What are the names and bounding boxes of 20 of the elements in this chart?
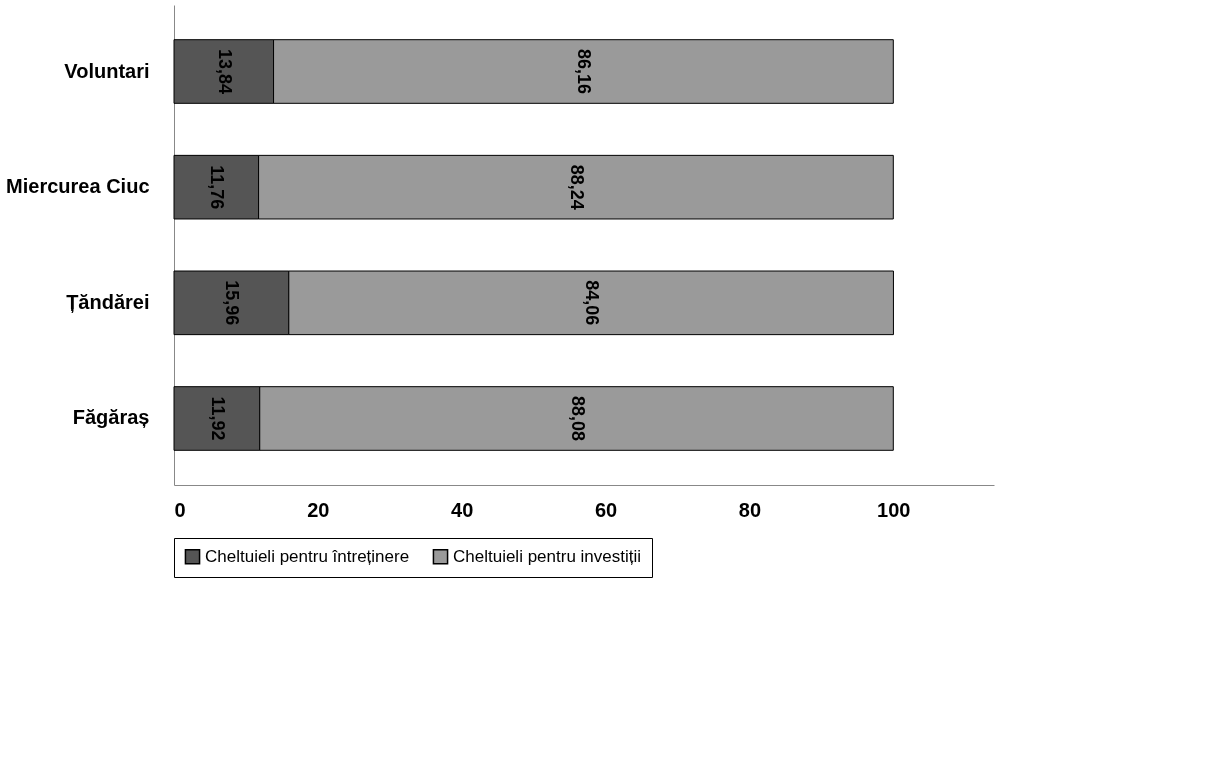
- data-label: 13,84: [214, 48, 235, 95]
- x-tick-label: 0: [174, 498, 186, 521]
- legend-label: Cheltuieli pentru investiții: [453, 546, 642, 566]
- data-label: 11,92: [207, 396, 228, 441]
- y-tick-label: Voluntari: [64, 59, 150, 82]
- y-tick-label: Miercurea Ciuc: [6, 175, 150, 198]
- data-label: 84,06: [582, 280, 603, 326]
- x-tick-label: 20: [307, 498, 330, 521]
- data-label: 15,96: [222, 280, 243, 326]
- x-tick-label: 80: [738, 498, 762, 521]
- data-label: 88,24: [566, 164, 587, 210]
- legend-label: Cheltuieli pentru întreținere: [205, 546, 410, 566]
- x-tick-label: 60: [594, 498, 618, 521]
- x-tick-label: 40: [451, 498, 474, 521]
- data-label: 86,16: [574, 48, 595, 95]
- y-tick-label: Țăndărei: [66, 290, 150, 313]
- x-tick-label: 100: [877, 498, 911, 521]
- data-label: 88,08: [567, 395, 588, 442]
- y-tick-label: Făgăraș: [72, 406, 150, 429]
- data-label: 11,76: [207, 165, 228, 210]
